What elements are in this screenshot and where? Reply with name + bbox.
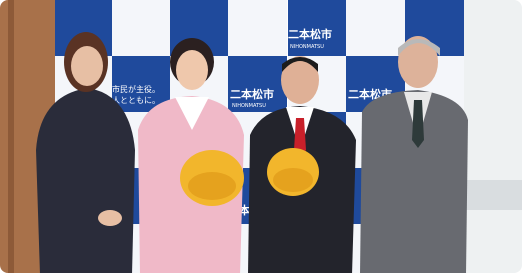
backdrop-tile — [112, 0, 171, 57]
backdrop-tile — [346, 0, 405, 57]
logo-text: 二本松市 — [288, 27, 332, 41]
photo: 二本松市 NIHONMATSU 二本松市 NIHONMATSU 二本松市 市民が… — [0, 0, 524, 275]
slogan: 市民が主役。 — [112, 84, 160, 94]
window-sill — [462, 180, 524, 210]
logo-roman: NIHONMATSU — [290, 44, 324, 50]
logo-roman: NIHONMATSU — [232, 103, 266, 109]
logo-text: 二本松市 — [230, 87, 274, 101]
scene: 二本松市 NIHONMATSU 二本松市 NIHONMATSU 二本松市 市民が… — [0, 0, 524, 275]
window — [462, 0, 524, 275]
backdrop-tile — [228, 0, 287, 57]
slogan: 人とともに。 — [112, 96, 160, 105]
wall-trim — [8, 0, 14, 275]
